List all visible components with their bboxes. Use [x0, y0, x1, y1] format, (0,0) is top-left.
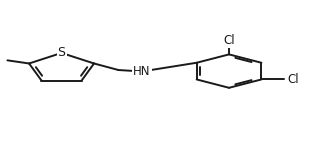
Text: S: S: [57, 46, 66, 59]
Text: Cl: Cl: [288, 73, 299, 86]
Text: Cl: Cl: [223, 34, 235, 47]
Text: HN: HN: [133, 65, 151, 78]
